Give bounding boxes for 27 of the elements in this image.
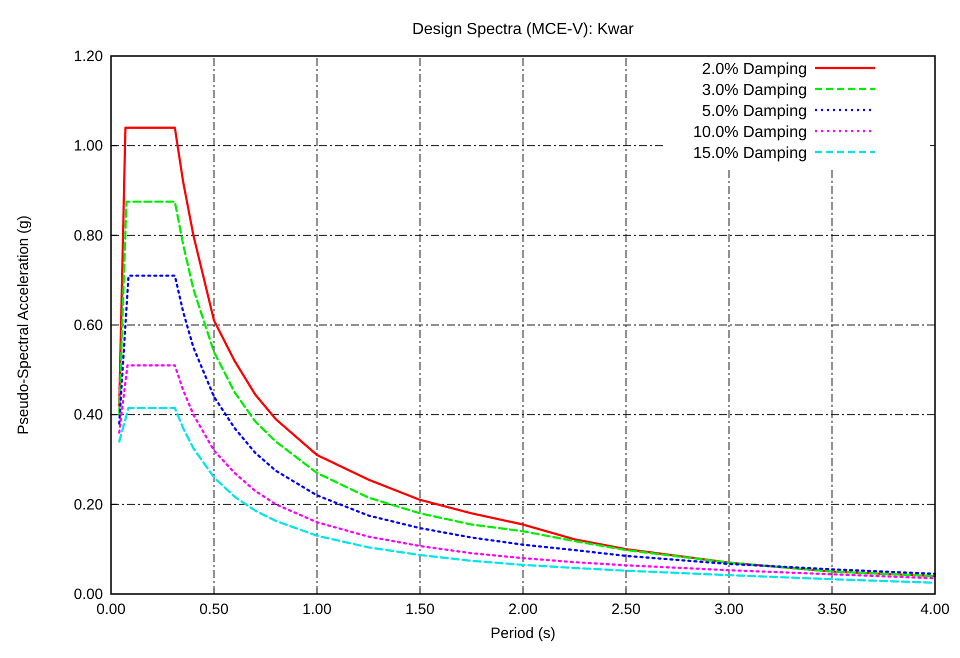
x-tick-label: 3.50 (817, 601, 847, 618)
chart-title: Design Spectra (MCE-V): Kwar (412, 21, 634, 38)
line-series (118, 274, 936, 575)
y-tick-label: 1.20 (74, 48, 103, 65)
legend-label: 2.0% Damping (702, 61, 807, 78)
y-tick-label: 0.80 (74, 227, 103, 244)
y-tick-label: 0.20 (74, 496, 103, 514)
x-tick-label: 2.50 (611, 601, 641, 618)
y-axis-title: Pseudo-Spectral Acceleration (g) (15, 215, 32, 435)
x-axis-title: Period (s) (490, 625, 556, 642)
x-tick-label: 1.50 (405, 601, 435, 618)
legend-label: 10.0% Damping (693, 124, 807, 141)
y-tick-label: 0.00 (74, 586, 103, 603)
y-tick-label: 0.40 (74, 406, 103, 424)
y-tick-label: 0.60 (74, 317, 103, 334)
legend-label: 3.0% Damping (702, 82, 807, 99)
x-tick-label: 1.00 (302, 601, 332, 618)
x-tick-label: 4.00 (920, 601, 950, 618)
line-series (118, 364, 936, 580)
x-tick-label: 0.00 (96, 601, 126, 618)
legend-label: 5.0% Damping (702, 103, 807, 120)
legend-label: 15.0% Damping (693, 145, 807, 162)
x-tick-label: 3.00 (714, 601, 744, 618)
x-tick-label: 2.00 (508, 601, 538, 618)
y-tick-label: 1.00 (74, 138, 103, 155)
x-tick-label: 0.50 (199, 601, 229, 618)
line-series (118, 126, 936, 578)
